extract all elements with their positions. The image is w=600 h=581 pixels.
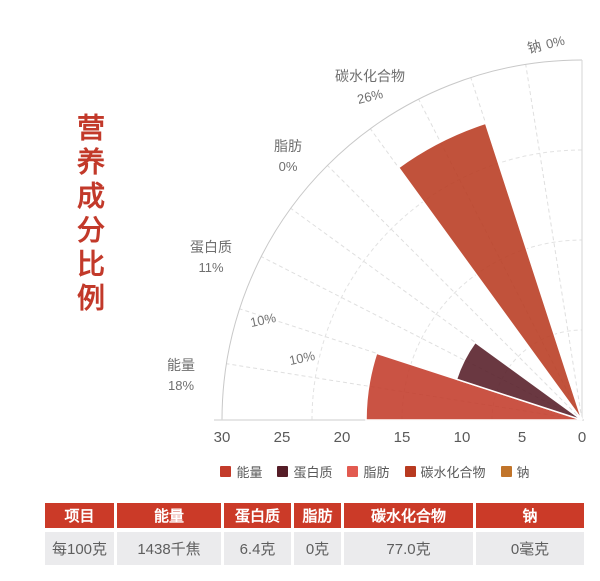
wedge-energy[interactable] xyxy=(365,352,583,421)
radial-tick: 15 xyxy=(393,429,411,446)
polar-chart xyxy=(214,59,584,421)
nutrition-table: 项目 能量 蛋白质 脂肪 碳水化合物 钠 每100克 1438千焦 6.4克 0… xyxy=(45,503,586,565)
wedge-series xyxy=(365,122,583,421)
label-protein: 蛋白质 11% xyxy=(190,239,232,275)
legend-item-protein[interactable]: 蛋白质 xyxy=(277,462,332,481)
legend-swatch xyxy=(347,465,359,477)
legend-swatch xyxy=(500,465,512,477)
table-header-cell: 项目 xyxy=(45,503,114,528)
wedge-protein[interactable] xyxy=(455,341,583,421)
legend-swatch xyxy=(220,465,232,477)
outer-arc xyxy=(221,59,583,421)
grid-arc xyxy=(491,329,583,421)
table-cell: 1438千焦 xyxy=(117,532,221,565)
legend-swatch xyxy=(277,465,289,477)
table-header-cell: 碳水化合物 xyxy=(344,503,473,528)
legend-item-fat[interactable]: 脂肪 xyxy=(347,462,390,481)
table-header-cell: 脂肪 xyxy=(294,503,341,528)
table-cell: 每100克 xyxy=(45,532,114,565)
radial-tick: 5 xyxy=(517,429,527,446)
legend-item-carbs[interactable]: 碳水化合物 xyxy=(404,462,486,481)
grid-arc xyxy=(311,149,583,421)
table-header-cell: 蛋白质 xyxy=(224,503,291,528)
table-cell: 0毫克 xyxy=(476,532,584,565)
radial-tick: 10 xyxy=(453,429,471,446)
table-cell: 0克 xyxy=(294,532,341,565)
page-title: 营养成分比例 xyxy=(74,113,105,317)
label-energy: 能量 18% xyxy=(167,357,195,393)
radial-tick: 20 xyxy=(333,429,351,446)
wedge-carbs[interactable] xyxy=(397,122,583,421)
table-cell: 77.0克 xyxy=(344,532,473,565)
label-carbs: 碳水化合物 26% xyxy=(335,68,405,107)
legend-item-sodium[interactable]: 钠 xyxy=(500,462,530,481)
grid-arc xyxy=(401,239,583,421)
chart-legend: 能量 蛋白质 脂肪 碳水化合物 钠 xyxy=(150,462,600,480)
legend-item-energy[interactable]: 能量 xyxy=(220,462,262,481)
radial-tick: 0 xyxy=(577,429,587,446)
legend-swatch xyxy=(404,465,416,477)
table-header-cell: 能量 xyxy=(117,503,221,528)
radial-tick: 30 xyxy=(213,429,231,446)
table-header-cell: 钠 xyxy=(476,503,584,528)
table-cell: 6.4克 xyxy=(224,532,291,565)
radial-tick: 25 xyxy=(273,429,291,446)
label-fat: 脂肪 0% xyxy=(274,138,302,174)
